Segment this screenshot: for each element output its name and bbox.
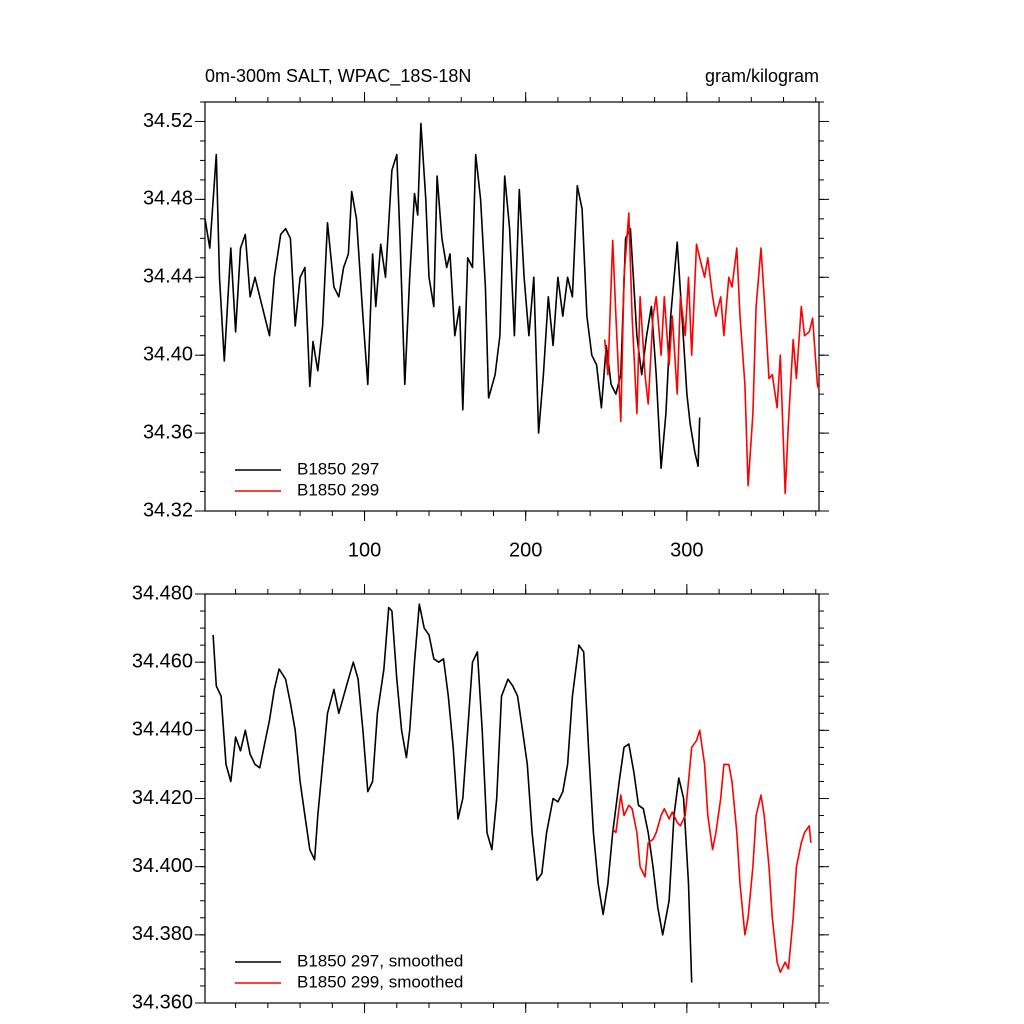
x-tick-label: 200 (509, 539, 542, 561)
x-tick-label: 300 (670, 539, 703, 561)
data-line (212, 603, 693, 983)
y-tick-label: 34.420 (132, 787, 193, 809)
y-tick-label: 34.460 (132, 650, 193, 672)
y-tick-label: 34.380 (132, 923, 193, 945)
units-label: gram/kilogram (705, 66, 819, 86)
y-tick-label: 34.44 (143, 266, 193, 288)
chart-title: 0m-300m SALT, WPAC_18S-18N (205, 66, 471, 87)
plot-frame (204, 593, 820, 1004)
y-tick-label: 34.32 (143, 499, 193, 521)
y-tick-label: 34.440 (132, 719, 193, 741)
legend-label: B1850 299, smoothed (297, 972, 463, 991)
y-tick-label: 34.52 (143, 110, 193, 132)
y-tick-label: 34.48 (143, 188, 193, 210)
legend-label: B1850 299 (297, 480, 379, 499)
data-line (204, 122, 701, 469)
data-line (603, 212, 820, 495)
x-tick-label: 100 (348, 539, 381, 561)
y-tick-label: 34.480 (132, 582, 193, 604)
legend-label: B1850 297 (297, 459, 379, 478)
y-tick-label: 34.36 (143, 421, 193, 443)
y-tick-label: 34.40 (143, 343, 193, 365)
legend-label: B1850 297, smoothed (297, 951, 463, 970)
y-tick-label: 34.360 (132, 991, 193, 1013)
plot-frame (204, 101, 820, 512)
data-line (612, 729, 812, 974)
y-tick-label: 34.400 (132, 855, 193, 877)
